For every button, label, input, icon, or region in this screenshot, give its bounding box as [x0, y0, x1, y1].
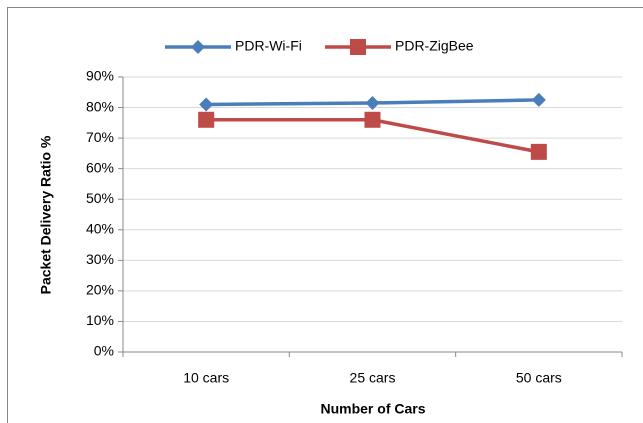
y-axis-title: Packet Delivery Ratio %	[38, 135, 54, 294]
x-axis-title: Number of Cars	[320, 401, 425, 417]
data-point	[531, 92, 546, 107]
y-tick-label: 10%	[86, 312, 114, 328]
y-tick-label: 60%	[86, 159, 114, 175]
y-tick-label: 20%	[86, 282, 114, 298]
data-point	[365, 95, 380, 110]
data-point	[364, 111, 381, 128]
x-tick-label: 50 cars	[516, 370, 562, 386]
legend-marker	[350, 39, 366, 55]
legend-label: PDR-Wi-Fi	[235, 38, 302, 54]
x-tick-label: 25 cars	[350, 370, 396, 386]
y-tick-label: 0%	[94, 343, 114, 359]
y-tick-label: 40%	[86, 220, 114, 236]
data-point	[530, 143, 547, 160]
y-tick-label: 70%	[86, 129, 114, 145]
legend-label: PDR-ZigBee	[395, 38, 474, 54]
y-tick-label: 30%	[86, 251, 114, 267]
y-tick-label: 80%	[86, 98, 114, 114]
data-point	[199, 97, 214, 112]
legend-marker	[191, 40, 205, 54]
x-tick-label: 10 cars	[183, 370, 229, 386]
y-tick-label: 90%	[86, 68, 114, 84]
data-point	[198, 111, 215, 128]
y-tick-label: 50%	[86, 190, 114, 206]
